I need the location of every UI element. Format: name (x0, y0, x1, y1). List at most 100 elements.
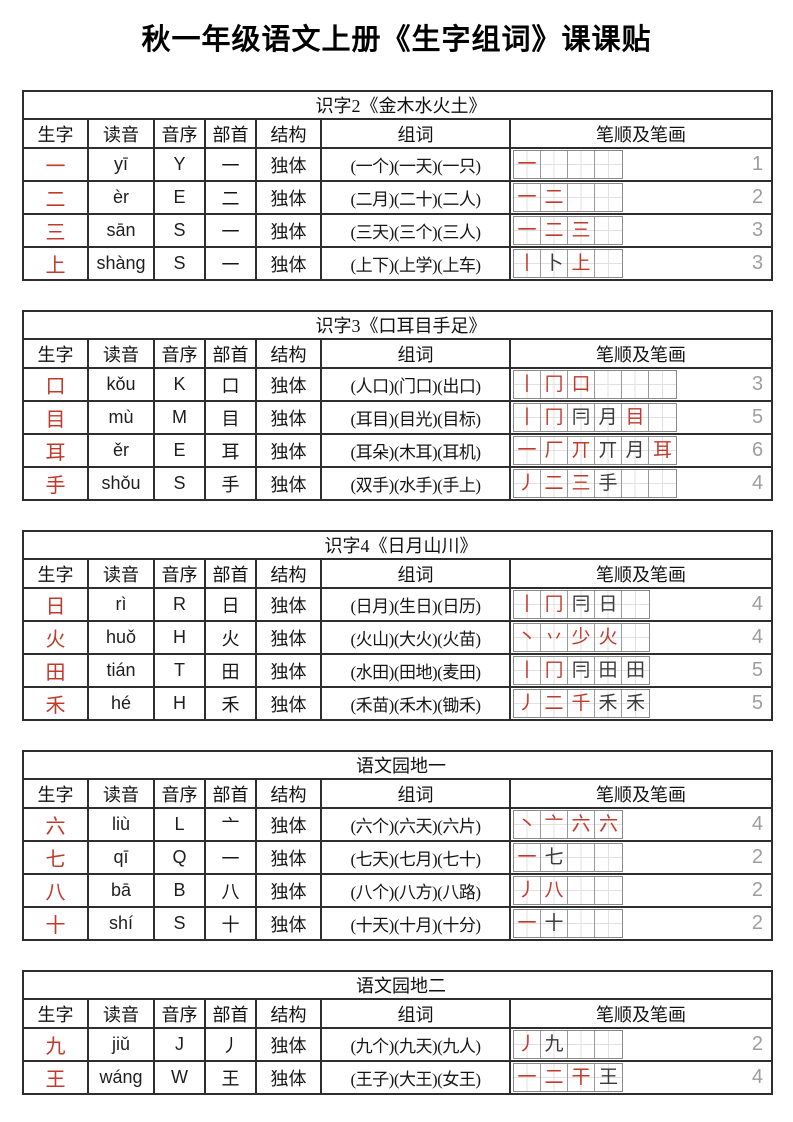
stroke-step-cell: 丨 (514, 250, 541, 277)
alphabetic-order-cell: R (153, 587, 206, 622)
stroke-grid: 一二干王 (513, 1063, 623, 1092)
alphabetic-order-cell: Y (153, 147, 206, 182)
column-header: 生字 (22, 118, 89, 149)
structure-cell: 独体 (255, 180, 322, 215)
column-header-row: 生字 读音 音序 部首 结构 组词 笔顺及笔画 (22, 998, 774, 1029)
stroke-step-cell: 九 (541, 1031, 568, 1058)
structure-cell: 独体 (255, 213, 322, 248)
pinyin-cell: tián (87, 653, 155, 688)
stroke-step-cell: 卜 (541, 250, 568, 277)
stroke-empty-cell (568, 1031, 595, 1058)
alphabetic-order-cell: H (153, 686, 206, 721)
column-header: 读音 (87, 338, 155, 369)
stroke-order-cell: 丿二三手 4 (508, 466, 774, 501)
alphabetic-order-cell: H (153, 620, 206, 655)
stroke-empty-cell (622, 624, 649, 651)
worksheet-table: 语文园地二 生字 读音 音序 部首 结构 组词 笔顺及笔画九 jiǔ J 丿独体 (九个)(九天)(九… (21, 970, 774, 1095)
stroke-empty-cell (622, 470, 649, 497)
stroke-count: 3 (751, 252, 764, 274)
words-cell: (上下)(上学)(上车) (320, 246, 511, 281)
section-title: 识字4《日月山川》 (21, 530, 774, 560)
stroke-order-cell: 丨冂冃田田 5 (508, 653, 774, 688)
column-header: 音序 (153, 558, 206, 589)
column-header: 生字 (22, 558, 89, 589)
stroke-order-wrap: 一二 2 (513, 183, 769, 212)
stroke-empty-cell (595, 1031, 622, 1058)
stroke-step-cell: 冃 (568, 591, 595, 618)
stroke-step-cell: 禾 (595, 690, 622, 717)
stroke-step-cell: 火 (595, 624, 622, 651)
table-row: 七 qī Q 一独体 (七天)(七月)(七十) 一七 2 (22, 840, 774, 875)
words-cell: (王子)(大王)(女王) (320, 1060, 511, 1095)
table-row: 耳 ěr E 耳独体 (耳朵)(木耳)(耳机) 一厂丌丌月耳 6 (22, 433, 774, 468)
column-header: 结构 (255, 118, 322, 149)
table-row: 王 wáng W 王独体 (王子)(大王)(女王) 一二干王 4 (22, 1060, 774, 1095)
stroke-order-cell: 一二干王 4 (508, 1060, 774, 1095)
structure-cell: 独体 (255, 620, 322, 655)
radical-cell: 日 (204, 587, 257, 622)
stroke-empty-cell (568, 184, 595, 211)
stroke-count: 5 (751, 406, 764, 428)
worksheet-table: 识字2《金木水火土》 生字 读音 音序 部首 结构 组词 笔顺及笔画一 yī Y 一独体 (一个)(一… (21, 90, 774, 281)
radical-cell: 一 (204, 840, 257, 875)
radical-cell: 亠 (204, 807, 257, 842)
stroke-order-wrap: 一七 2 (513, 843, 769, 872)
stroke-count: 2 (751, 846, 764, 868)
character-cell: 目 (22, 400, 89, 435)
stroke-step-cell: 八 (541, 877, 568, 904)
stroke-step-cell: 冃 (568, 657, 595, 684)
structure-cell: 独体 (255, 587, 322, 622)
page-title: 秋一年级语文上册《生字组词》课课贴 (141, 24, 652, 56)
stroke-step-cell: 丨 (514, 404, 541, 431)
stroke-order-cell: 丨卜上 3 (508, 246, 774, 281)
pinyin-cell: bā (87, 873, 155, 908)
structure-cell: 独体 (255, 147, 322, 182)
stroke-empty-cell (595, 371, 622, 398)
stroke-step-cell: 丨 (514, 371, 541, 398)
stroke-step-cell: 耳 (649, 437, 676, 464)
stroke-count: 2 (751, 912, 764, 934)
stroke-count: 3 (751, 373, 764, 395)
stroke-step-cell: 一 (514, 844, 541, 871)
pinyin-cell: shàng (87, 246, 155, 281)
column-header: 生字 (22, 998, 89, 1029)
pinyin-cell: qī (87, 840, 155, 875)
structure-cell: 独体 (255, 433, 322, 468)
stroke-count: 4 (751, 1066, 764, 1088)
stroke-empty-cell (595, 250, 622, 277)
stroke-empty-cell (649, 470, 676, 497)
stroke-empty-cell (595, 217, 622, 244)
stroke-order-cell: 一二 2 (508, 180, 774, 215)
stroke-order-cell: 丿八 2 (508, 873, 774, 908)
stroke-empty-cell (568, 877, 595, 904)
stroke-grid: 丿八 (513, 876, 623, 905)
stroke-step-cell: 冂 (541, 657, 568, 684)
character-cell: 日 (22, 587, 89, 622)
stroke-step-cell: 上 (568, 250, 595, 277)
character-cell: 六 (22, 807, 89, 842)
alphabetic-order-cell: S (153, 213, 206, 248)
column-header: 音序 (153, 118, 206, 149)
stroke-empty-cell (568, 151, 595, 178)
stroke-grid: 丶丷少火 (513, 623, 650, 652)
column-header: 部首 (204, 118, 257, 149)
alphabetic-order-cell: W (153, 1060, 206, 1095)
character-cell: 王 (22, 1060, 89, 1095)
stroke-step-cell: 冂 (541, 591, 568, 618)
column-header: 笔顺及笔画 (508, 338, 774, 369)
stroke-grid: 一二三 (513, 216, 623, 245)
structure-cell: 独体 (255, 840, 322, 875)
column-header-row: 生字 读音 音序 部首 结构 组词 笔顺及笔画 (22, 558, 774, 589)
table-row: 一 yī Y 一独体 (一个)(一天)(一只) 一 1 (22, 147, 774, 182)
column-header: 组词 (320, 338, 511, 369)
column-header: 结构 (255, 338, 322, 369)
stroke-step-cell: 二 (541, 1064, 568, 1091)
column-header-row: 生字 读音 音序 部首 结构 组词 笔顺及笔画 (22, 338, 774, 369)
column-header: 读音 (87, 998, 155, 1029)
column-header: 笔顺及笔画 (508, 778, 774, 809)
column-header: 读音 (87, 558, 155, 589)
character-cell: 一 (22, 147, 89, 182)
words-cell: (人口)(门口)(出口) (320, 367, 511, 402)
stroke-order-cell: 丿二千禾禾 5 (508, 686, 774, 721)
